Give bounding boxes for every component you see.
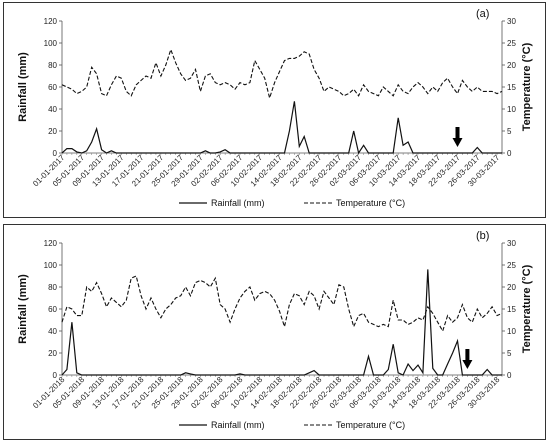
chart-a-legend: Rainfall (mm) Temperature (°C) [179,198,405,208]
chart-b-right-tick-label: 5 [507,349,512,358]
chart-a-right-tick-label: 0 [507,149,512,158]
chart-b-left-tick-label: 80 [48,283,57,292]
chart-b-left-tick-label: 0 [53,371,58,380]
chart-b-left-tick-label: 20 [48,349,57,358]
chart-b-right-tick-label: 30 [507,239,516,248]
chart-a-right-tick-label: 15 [507,83,516,92]
chart-a-arrow-annotation [452,127,463,147]
chart-a-panel-label: (a) [476,8,489,20]
chart-b-series-temperature-line [61,275,503,333]
chart-a-right-tick-label: 10 [507,105,516,114]
chart-b-right-tick-label: 25 [507,261,516,270]
chart-b-series-rainfall-line [61,269,502,376]
chart-b-svg: 02040608010012005101520253001-01-201805-… [17,230,533,430]
chart-b-ylabel-right: Temperature (°C) [521,264,533,353]
chart-b-panel-label: (b) [476,230,489,242]
chart-b-legend: Rainfall (mm) Temperature (°C) [179,420,405,430]
chart-b-legend-temperature-label: Temperature (°C) [336,420,405,430]
chart-b-legend-rainfall-label: Rainfall (mm) [211,420,265,430]
chart-b-right-tick-label: 15 [507,305,516,314]
chart-a-ylabel-left: Rainfall (mm) [17,52,29,122]
chart-a-right-tick-label: 20 [507,61,516,70]
chart-b-ylabel-left: Rainfall (mm) [17,274,29,344]
chart-b-arrow-annotation [462,349,473,369]
chart-a-left-tick-label: 60 [48,83,57,92]
chart-a-right-tick-label: 30 [507,17,516,26]
chart-a-right-tick-label: 25 [507,39,516,48]
chart-a-left-tick-label: 0 [53,149,58,158]
chart-panel-a: 0 20 40 60 80 100 120 0 5 10 15 20 25 30 01-01-2017 05-… [3,2,546,218]
chart-a-svg: 02040608010012005101520253001-01-201705-… [17,8,533,208]
chart-a-left-tick-label: 40 [48,105,57,114]
chart-b-left-tick-label: 100 [44,261,58,270]
chart-a-left-tick-label: 20 [48,127,57,136]
chart-panel-b: 0 20 40 60 80 100 120 0 5 10 15 20 25 30 01-01-2018 05-… [3,224,546,440]
chart-a-legend-temperature-label: Temperature (°C) [336,198,405,208]
chart-a-series-temperature-line [61,47,503,101]
chart-b-right-tick-label: 20 [507,283,516,292]
chart-b-right-tick-label: 0 [507,371,512,380]
chart-b-left-tick-label: 120 [44,239,58,248]
chart-a-left-tick-label: 120 [44,17,58,26]
chart-a-left-tick-label: 80 [48,61,57,70]
chart-a-series-rainfall-line [61,101,502,155]
chart-b-right-tick-label: 10 [507,327,516,336]
chart-a-legend-rainfall-label: Rainfall (mm) [211,198,265,208]
chart-a-ylabel-right: Temperature (°C) [521,42,533,131]
chart-b-left-tick-label: 40 [48,327,57,336]
chart-a-right-tick-label: 5 [507,127,512,136]
chart-a-left-tick-label: 100 [44,39,58,48]
chart-b-left-tick-label: 60 [48,305,57,314]
